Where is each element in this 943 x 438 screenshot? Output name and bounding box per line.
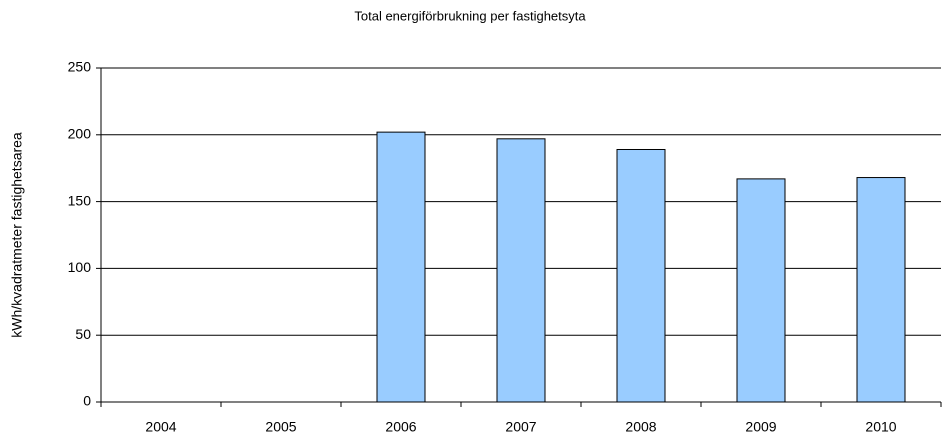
y-tick-label: 100: [68, 259, 92, 275]
x-tick-label: 2010: [865, 419, 896, 435]
x-tick-label: 2005: [265, 419, 296, 435]
x-tick-label: 2004: [145, 419, 176, 435]
chart-title: Total energiförbrukning per fastighetsyt…: [354, 8, 586, 23]
y-tick-label: 150: [68, 192, 92, 208]
bar: [496, 138, 546, 403]
bar: [616, 148, 666, 403]
x-tick-label: 2006: [385, 419, 416, 435]
y-tick-label: 200: [68, 126, 92, 142]
bar: [856, 177, 906, 403]
y-axis-label: kWh/kvadratmeter fastighetsarea: [9, 132, 25, 338]
bar: [376, 131, 426, 403]
y-tick-label: 0: [83, 393, 91, 409]
y-tick-label: 250: [68, 59, 92, 75]
y-tick-label: 50: [75, 326, 91, 342]
x-tick-label: 2008: [625, 419, 656, 435]
x-tick-label: 2009: [745, 419, 776, 435]
x-tick-label: 2007: [505, 419, 536, 435]
bar: [736, 178, 786, 403]
